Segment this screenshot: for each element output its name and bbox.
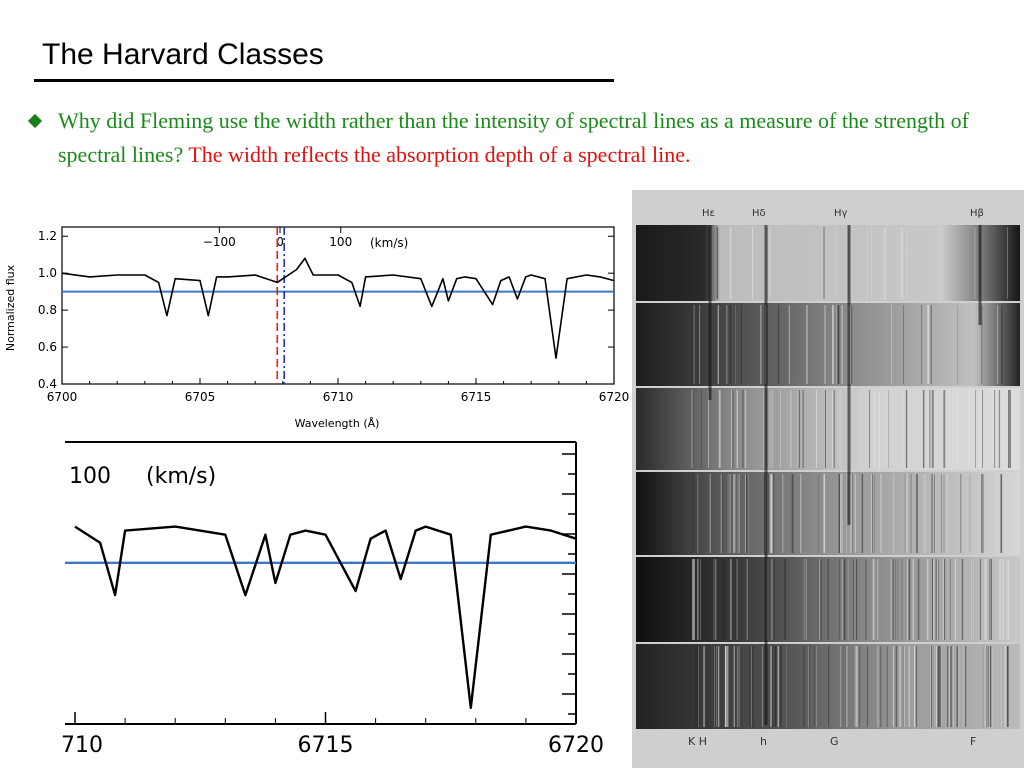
- slide-title: The Harvard Classes: [42, 38, 324, 71]
- y-tick-label: 1.2: [38, 229, 57, 243]
- spectral-plate-image: Hε Hδ Hγ Hβ K H h G F: [632, 190, 1024, 768]
- bullet-text: Why did Fleming use the width rather tha…: [58, 104, 990, 172]
- plate-label-h-epsilon: Hε: [702, 208, 715, 219]
- plate-top-labels: Hε Hδ Hγ Hβ: [702, 208, 984, 219]
- spectrum-line: [61, 257, 615, 359]
- plate-label-f: F: [970, 735, 976, 748]
- spectrum-chart: 6700 6705 6710 6715 6720 0.4 0.6 0.8 1.0 1.2 −100 0…: [4, 226, 630, 430]
- title-underline: [34, 79, 614, 82]
- plate-label-h-delta: Hδ: [752, 208, 766, 219]
- question-text: Why did Fleming use the width rather tha…: [58, 108, 969, 167]
- y-tick-label: 0.6: [38, 340, 57, 354]
- zoom-spectrum-line: [74, 525, 577, 710]
- x-tick-label: 6710: [323, 390, 354, 404]
- zoom-top-axis-unit-label: (km/s): [146, 464, 216, 489]
- diamond-bullet-icon: [27, 113, 43, 129]
- plate-label-h-gamma: Hγ: [834, 208, 848, 219]
- answer-text: The width reflects the absorption depth …: [188, 142, 691, 167]
- spectrum-strip-3: [636, 388, 1020, 470]
- zoomed-spectrum-chart: 6710 6715 6720 100 (km/s): [60, 441, 604, 758]
- plate-label-g: G: [830, 735, 839, 748]
- y-axis-label: Normalized flux: [4, 264, 17, 351]
- plate-bottom-labels: K H h G F: [688, 735, 976, 748]
- plate-label-h-beta: Hβ: [970, 208, 984, 219]
- x-axis-label: Wavelength (Å): [295, 417, 380, 430]
- x-tick-label: 6715: [461, 390, 492, 404]
- spectrum-strip-1: [636, 225, 1020, 301]
- plot-frame: [61, 226, 615, 385]
- zoom-x-tick-label: 6720: [548, 733, 604, 758]
- spectrum-strip-2: [636, 303, 1020, 386]
- plate-label-h: h: [760, 735, 767, 748]
- y-tick-label: 0.8: [38, 303, 57, 317]
- x-tick-label: 6700: [47, 390, 78, 404]
- zoom-x-tick-label: 6710: [60, 733, 103, 758]
- y-tick-label: 0.4: [38, 377, 57, 391]
- spectrum-strip-4: [636, 472, 1020, 555]
- zoom-x-tick-label: 6715: [298, 733, 354, 758]
- top-tick-label: 100: [329, 235, 352, 249]
- x-tick-label: 6720: [599, 390, 630, 404]
- top-tick-label: 0: [276, 235, 284, 249]
- zoom-top-tick-label: 100: [69, 464, 111, 489]
- x-tick-label: 6705: [185, 390, 216, 404]
- spectrum-strip-6: [636, 644, 1020, 729]
- bullet-point: Why did Fleming use the width rather tha…: [27, 104, 990, 172]
- y-tick-label: 1.0: [38, 266, 57, 280]
- plate-label-kh: K H: [688, 735, 707, 748]
- top-tick-label: −100: [203, 235, 236, 249]
- top-axis-unit-label: (km/s): [370, 236, 408, 250]
